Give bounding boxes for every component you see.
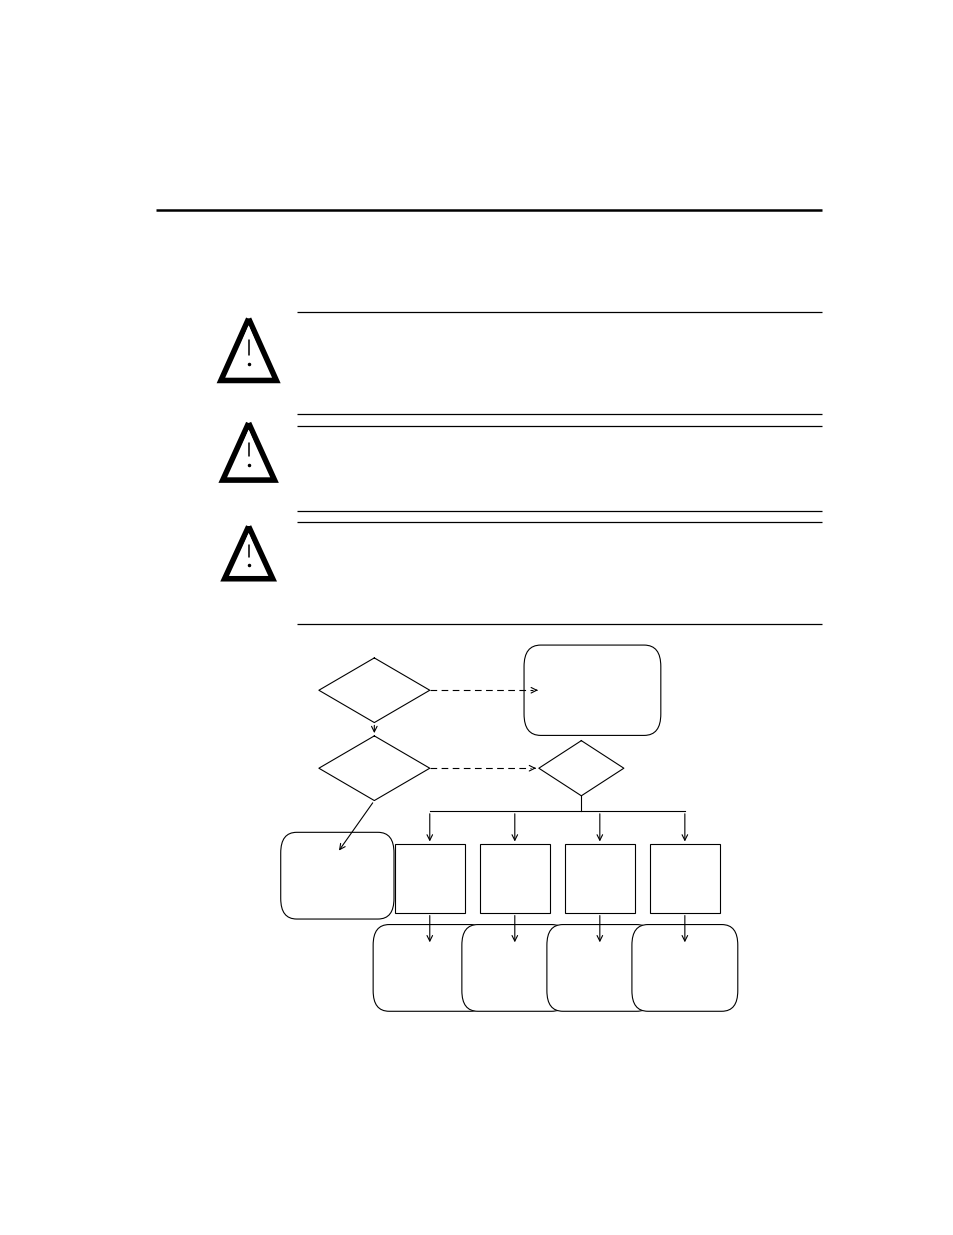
Polygon shape [233, 534, 265, 572]
FancyBboxPatch shape [631, 925, 737, 1011]
FancyBboxPatch shape [523, 645, 660, 735]
FancyBboxPatch shape [461, 925, 567, 1011]
Bar [395, 845, 464, 913]
Bar [649, 845, 720, 913]
Polygon shape [229, 325, 269, 374]
FancyBboxPatch shape [280, 832, 394, 919]
FancyBboxPatch shape [546, 925, 652, 1011]
Polygon shape [231, 430, 267, 473]
Bar [479, 845, 549, 913]
Bar [564, 845, 635, 913]
FancyBboxPatch shape [373, 925, 486, 1011]
